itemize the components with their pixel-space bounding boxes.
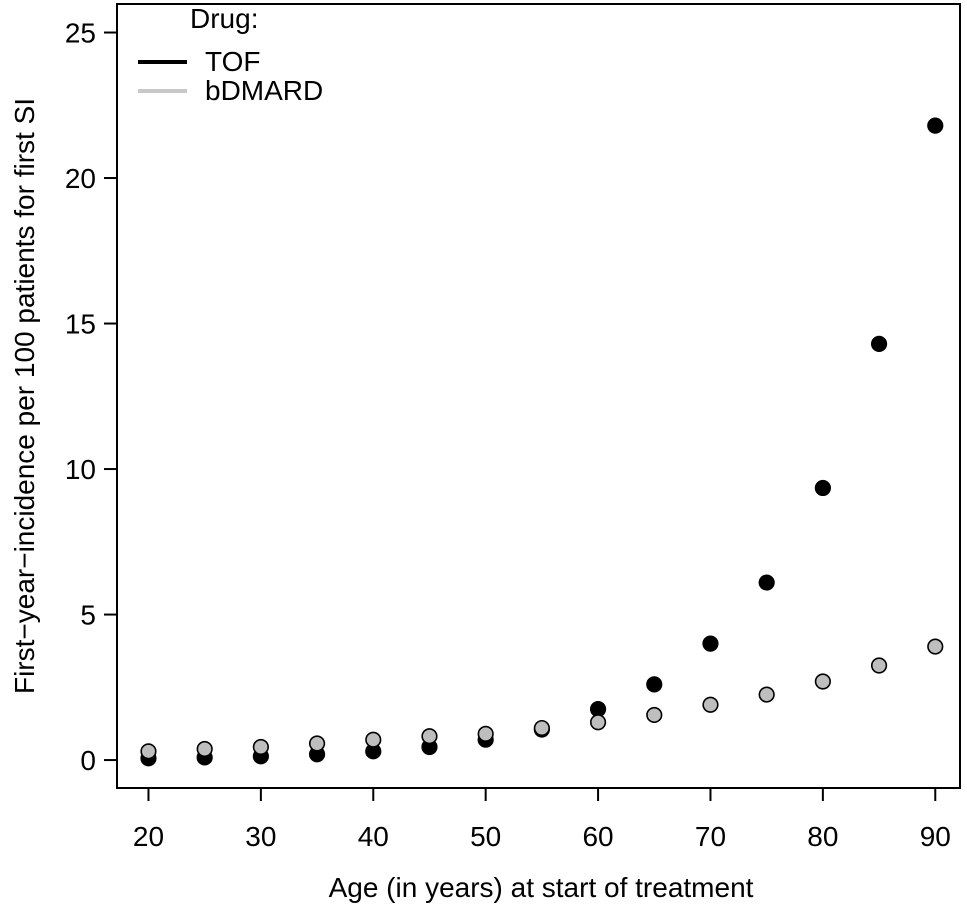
data-point-bdmard-20	[140, 743, 157, 760]
x-tick-label: 40	[358, 821, 389, 852]
data-point-tof-85	[870, 335, 888, 353]
x-tick-label: 70	[695, 821, 726, 852]
data-point-tof-80	[814, 479, 831, 497]
x-tick-label: 30	[245, 821, 276, 852]
data-point-bdmard-50	[477, 725, 494, 742]
data-point-bdmard-45	[421, 728, 438, 745]
y-tick-label: 5	[80, 600, 96, 631]
x-tick-label: 60	[582, 821, 613, 852]
x-axis: 20 30 40 50 60 70 80 90	[133, 788, 951, 852]
legend: Drug: TOF bDMARD	[138, 3, 323, 106]
legend-label-tof: TOF	[205, 46, 260, 77]
y-tick-label: 0	[80, 745, 96, 776]
x-axis-label: Age (in years) at start of treatment	[329, 872, 754, 903]
data-point-bdmard-35	[308, 735, 326, 752]
data-point-bdmard-30	[252, 738, 269, 756]
data-point-tof-65	[646, 676, 663, 693]
data-point-bdmard-80	[814, 673, 831, 690]
data-point-bdmard-65	[646, 706, 663, 724]
data-point-bdmard-55	[533, 719, 550, 737]
data-point-bdmard-40	[365, 731, 382, 748]
y-axis-label: First−year−incidence per 100 patients fo…	[9, 98, 40, 694]
y-axis: 0 5 10 15 20 25	[65, 18, 117, 776]
y-tick-label: 10	[65, 454, 96, 485]
x-tick-label: 20	[133, 821, 164, 852]
data-point-bdmard-25	[196, 740, 213, 758]
data-point-bdmard-75	[758, 686, 775, 703]
data-point-tof-70	[702, 635, 719, 652]
data-points	[140, 117, 944, 767]
legend-title: Drug:	[190, 3, 258, 34]
data-point-bdmard-70	[702, 696, 719, 713]
data-point-tof-75	[758, 574, 775, 591]
data-point-bdmard-90	[927, 638, 944, 655]
legend-label-bdmard: bDMARD	[205, 75, 323, 106]
y-tick-label: 20	[65, 163, 96, 194]
x-tick-label: 90	[920, 821, 951, 852]
data-point-tof-90	[927, 117, 944, 134]
y-tick-label: 15	[65, 309, 96, 340]
x-tick-label: 80	[807, 821, 838, 852]
y-tick-label: 25	[65, 18, 96, 49]
data-point-bdmard-60	[589, 714, 607, 731]
data-point-bdmard-85	[870, 657, 888, 674]
x-tick-label: 50	[470, 821, 501, 852]
plot-area-border	[116, 3, 961, 789]
